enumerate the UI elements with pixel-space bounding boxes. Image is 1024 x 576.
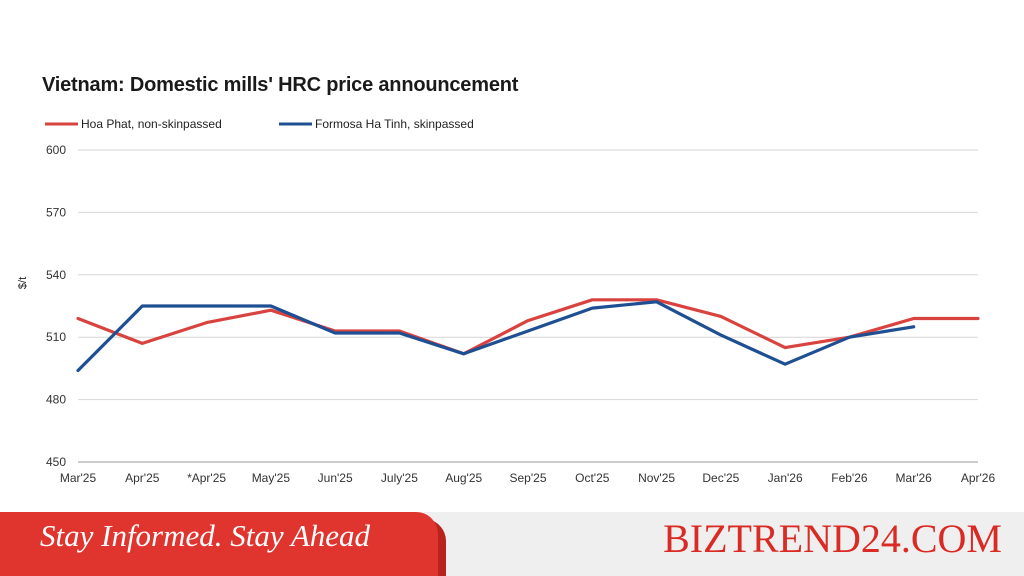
chart-title: Vietnam: Domestic mills' HRC price annou… <box>42 74 519 96</box>
x-tick-label: Mar'26 <box>896 471 933 485</box>
tagline-text: Stay Informed. Stay Ahead <box>40 518 371 553</box>
y-axis-ticks: 450 480 510 540 570 600 <box>46 143 66 469</box>
x-tick-label: Aug'25 <box>445 471 482 485</box>
x-tick-label: Jun'25 <box>318 471 353 485</box>
x-tick-label: July'25 <box>381 471 418 485</box>
y-tick-label: 570 <box>46 205 66 219</box>
x-tick-label: Oct'25 <box>575 471 610 485</box>
legend-label-formosa: Formosa Ha Tinh, skinpassed <box>315 117 474 131</box>
tagline-banner <box>0 512 438 576</box>
y-axis-title: $/t <box>17 277 29 289</box>
y-tick-label: 510 <box>46 330 66 344</box>
x-tick-label: Sep'25 <box>510 471 547 485</box>
gridlines <box>78 149 978 463</box>
x-tick-label: Mar'25 <box>60 471 97 485</box>
x-axis-ticks: Mar'25 Apr'25 *Apr'25 May'25 Jun'25 July'25 Au… <box>60 471 996 485</box>
x-tick-label: Dec'25 <box>702 471 739 485</box>
legend-label-hoa-phat: Hoa Phat, non-skinpassed <box>81 117 222 131</box>
y-tick-label: 480 <box>46 393 66 407</box>
x-tick-label: Apr'26 <box>961 471 996 485</box>
x-tick-label: Nov'25 <box>638 471 675 485</box>
y-tick-label: 600 <box>46 143 66 157</box>
x-tick-label: Apr'25 <box>125 471 160 485</box>
series-line-1 <box>76 300 916 373</box>
series-lines <box>76 298 980 373</box>
x-tick-label: *Apr'25 <box>187 471 226 485</box>
series-line-0 <box>76 298 980 356</box>
x-tick-label: Jan'26 <box>768 471 803 485</box>
y-tick-label: 540 <box>46 268 66 282</box>
x-tick-label: May'25 <box>252 471 291 485</box>
legend: Hoa Phat, non-skinpassed Formosa Ha Tinh… <box>45 117 474 131</box>
y-tick-label: 450 <box>46 455 66 469</box>
brand-logo-text: BIZTREND24.COM <box>663 516 1002 561</box>
x-tick-label: Feb'26 <box>831 471 868 485</box>
